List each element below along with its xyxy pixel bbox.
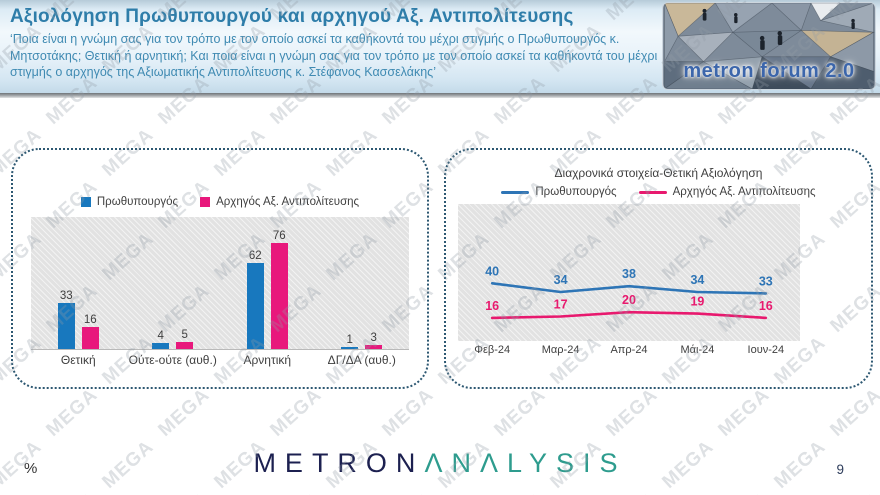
survey-question-text: ‘Ποια είναι η γνώμη σας για τον τρόπο με… — [10, 32, 658, 79]
bar: 62 — [246, 249, 264, 349]
bar-rect — [365, 344, 383, 349]
bar-chart-card: Πρωθυπουργός Αρχηγός Αξ. Αντιπολίτευσης 3… — [11, 148, 429, 389]
bar: 4 — [152, 330, 170, 349]
point-value-label: 38 — [622, 267, 636, 281]
watermark-text: MEGA — [826, 488, 880, 495]
legend-item: Πρωθυπουργός — [501, 186, 617, 198]
watermark-text: MEGA — [602, 488, 662, 495]
month-label: Φεβ-24 — [474, 344, 511, 356]
metron-forum-photo: metron forum 2.0 — [662, 2, 876, 90]
point-value-label: 19 — [690, 295, 704, 309]
line-chart-category-axis: Φεβ-24 Μαρ-24 Απρ-24 Μάι-24 Ιουν-24 — [458, 344, 800, 356]
bar-value-label: 4 — [157, 330, 164, 343]
legend-item: Αρχηγός Αξ. Αντιπολίτευσης — [638, 186, 816, 198]
trend-line — [490, 282, 768, 295]
watermark-text: MEGA — [266, 488, 326, 495]
metron-forum-logo: metron forum 2.0 — [683, 60, 855, 82]
point-value-label: 16 — [485, 299, 499, 313]
point-value-label: 20 — [622, 293, 636, 307]
watermark-text: MEGA — [490, 488, 550, 495]
bar-value-label: 33 — [59, 290, 73, 303]
watermark-text: MEGA — [826, 384, 880, 441]
bar-rect — [341, 347, 359, 349]
people-silhouettes — [702, 8, 855, 50]
legend-line-swatch — [638, 190, 667, 194]
bar-group: 62 76 — [220, 230, 315, 349]
legend-label: Αρχηγός Αξ. Αντιπολίτευσης — [216, 196, 360, 208]
bar-rect — [246, 262, 264, 349]
category-label: ΔΓ/ΔΑ (αυθ.) — [327, 353, 396, 367]
bar-rect — [81, 326, 99, 349]
bar: 16 — [81, 313, 99, 349]
watermark-text: MEGA — [42, 384, 102, 441]
header: Αξιολόγηση Πρωθυπουργού και αρχηγού Αξ. … — [10, 6, 660, 81]
point-value-label: 33 — [759, 274, 773, 288]
line-chart-title: Διαχρονικά στοιχεία-Θετική Αξιολόγηση — [554, 166, 763, 180]
bar: 33 — [57, 290, 75, 349]
month-label: Μαρ-24 — [541, 344, 580, 356]
watermark-text: MEGA — [714, 488, 774, 495]
legend-line-swatch — [501, 190, 530, 194]
metron-analysis-logo: METRONΛNΛLYSIS — [0, 448, 880, 479]
logo-metron-text: METRON — [253, 448, 425, 478]
bar-rect — [270, 243, 288, 349]
facade-mosaic-image — [663, 3, 875, 89]
category-label: Αρνητική — [243, 353, 292, 367]
percent-unit-label: % — [24, 460, 38, 477]
page-title: Αξιολόγηση Πρωθυπουργού και αρχηγού Αξ. … — [10, 6, 574, 27]
month-label: Ιουν-24 — [747, 344, 785, 356]
month-label: Μάι-24 — [680, 344, 715, 356]
point-value-label: 17 — [554, 298, 568, 312]
watermark-text: MEGA — [602, 384, 662, 441]
bar-chart-category-axis: Θετική Ούτε-ούτε (αυθ.) Αρνητική ΔΓ/ΔΑ (αυθ… — [31, 353, 409, 367]
line-chart-plot-area: 40 34 38 34 33 16 17 20 19 16 — [458, 204, 800, 341]
point-value-label: 40 — [485, 264, 499, 278]
bar-rect — [57, 303, 75, 349]
point-value-label: 34 — [554, 273, 568, 287]
watermark-text: MEGA — [378, 488, 438, 495]
bar-rect — [152, 343, 170, 349]
bar-value-label: 16 — [83, 313, 97, 326]
legend-item: Αρχηγός Αξ. Αντιπολίτευσης — [200, 196, 359, 208]
bar: 5 — [176, 329, 194, 349]
legend-square-swatch — [200, 197, 211, 207]
watermark-text: MEGA — [154, 488, 214, 495]
watermark-text: MEGA — [154, 384, 214, 441]
line-chart-legend: Πρωθυπουργός Αρχηγός Αξ. Αντιπολίτευσης — [446, 186, 871, 198]
legend-label: Αρχηγός Αξ. Αντιπολίτευσης — [672, 186, 816, 198]
page-number: 9 — [836, 462, 844, 477]
legend-item: Πρωθυπουργός — [80, 196, 179, 208]
point-value-label: 34 — [690, 273, 704, 287]
watermark-text: MEGA — [42, 488, 102, 495]
logo-analysis-text: ΛNΛLYSIS — [424, 448, 627, 478]
bar-value-label: 62 — [248, 249, 262, 262]
month-label: Απρ-24 — [610, 344, 648, 356]
bar-rect — [176, 342, 194, 349]
legend-label: Πρωθυπουργός — [96, 196, 179, 208]
bar-value-label: 76 — [272, 230, 286, 243]
point-value-label: 16 — [759, 299, 773, 313]
bar-group: 33 16 — [31, 290, 126, 349]
bar: 3 — [365, 331, 383, 349]
line-chart-card: Διαχρονικά στοιχεία-Θετική Αξιολόγηση Πρ… — [444, 148, 873, 389]
category-label: Θετική — [60, 353, 96, 367]
bar: 1 — [341, 334, 359, 349]
watermark-text: MEGA — [714, 384, 774, 441]
watermark-text: MEGA — [266, 384, 326, 441]
bar-value-label: 1 — [346, 334, 353, 346]
trend-line — [490, 310, 768, 320]
header-divider — [0, 93, 880, 98]
bar: 76 — [270, 230, 288, 349]
watermark-text: MEGA — [490, 384, 550, 441]
bar-value-label: 3 — [370, 331, 377, 344]
watermark-text: MEGA — [378, 384, 438, 441]
legend-square-swatch — [80, 197, 91, 207]
category-label: Ούτε-ούτε (αυθ.) — [128, 353, 217, 367]
bar-chart-legend: Πρωθυπουργός Αρχηγός Αξ. Αντιπολίτευσης — [13, 196, 427, 208]
bar-chart-plot-area: 33 16 4 5 62 76 1 3 — [31, 217, 409, 350]
bar-value-label: 5 — [181, 329, 188, 342]
legend-label: Πρωθυπουργός — [535, 186, 617, 198]
